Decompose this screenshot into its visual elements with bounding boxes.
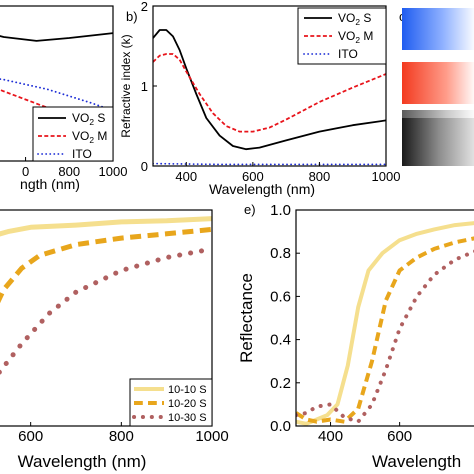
swatch-grey-dark xyxy=(402,118,474,166)
panel-b-series-3 xyxy=(153,162,386,166)
panel-b-label: b) xyxy=(126,9,138,24)
panel-c: c) xyxy=(399,8,474,166)
panel-d-frame xyxy=(0,209,213,427)
panel-a-xtick-label: 800 xyxy=(58,164,80,179)
panel-e-ytick-label: 0.0 xyxy=(270,418,291,435)
swatch-red xyxy=(402,62,474,104)
panel-a-legend: VO2 S VO2 M ITO xyxy=(32,106,114,162)
panel-d-xtick-label: 600 xyxy=(18,428,43,445)
panel-b: b) Refractive index (k) 400 600 800 1000 0 1 2… xyxy=(119,0,400,197)
panel-d-series-1 xyxy=(0,216,213,237)
legend-label: VO2 S xyxy=(72,111,105,127)
panel-a-xlabel: ngth (nm) xyxy=(20,176,80,192)
legend-label: 10-30 S xyxy=(168,412,207,424)
panel-e-series-1 xyxy=(296,221,474,426)
panel-a-legend-box xyxy=(32,106,114,162)
panel-b-series-1 xyxy=(153,29,386,151)
panel-e-ytick-label: 1.0 xyxy=(270,202,291,219)
legend-label: 10-20 S xyxy=(168,398,207,410)
panel-d: 600 800 1000 Wavelength (nm) 10-10 S 10-20 … xyxy=(0,209,229,471)
panel-d-series-2 xyxy=(0,226,213,304)
panel-a: 0 800 1000 ngth (nm) VO2 S VO2 M ITO xyxy=(0,5,128,192)
swatch-blue xyxy=(402,8,474,50)
panel-b-xtick-label: 400 xyxy=(175,169,197,184)
panel-b-xtick-label: 1000 xyxy=(372,169,401,184)
panel-d-xtick-label: 1000 xyxy=(195,428,228,445)
panel-a-series-3 xyxy=(0,78,114,112)
legend-label: VO2 M xyxy=(338,29,373,45)
panel-b-ytick-label: 1 xyxy=(141,79,148,94)
panel-a-xtick-label: 0 xyxy=(22,164,29,179)
panel-e-ytick-label: 0.8 xyxy=(270,245,291,262)
panel-a-xtick-label: 1000 xyxy=(99,164,128,179)
panel-b-xtick-label: 600 xyxy=(242,169,264,184)
legend-label: ITO xyxy=(72,147,92,161)
panel-e-series-2 xyxy=(296,236,474,424)
panel-e-ytick-label: 0.2 xyxy=(270,375,291,392)
panel-d-series-3 xyxy=(0,246,213,376)
panel-e-series-3 xyxy=(296,249,474,424)
legend-label: VO2 S xyxy=(338,11,371,27)
panel-b-xtick-label: 800 xyxy=(309,169,331,184)
panel-a-series-1 xyxy=(0,32,114,42)
panel-e-xtick-label: 600 xyxy=(387,428,412,445)
panel-d-xlabel: Wavelength (nm) xyxy=(18,452,147,471)
panel-b-ylabel: Refractive index (k) xyxy=(119,34,133,137)
panel-d-legend: 10-10 S 10-20 S 10-30 S xyxy=(129,378,213,427)
panel-e-label: e) xyxy=(244,202,256,217)
panel-b-xlabel: Wavelength (nm) xyxy=(209,181,315,197)
panel-d-xtick-label: 800 xyxy=(109,428,134,445)
panel-e-frame xyxy=(295,209,474,427)
panel-e: e) Reflectance 400 6000.00.20.40.60.81.0 … xyxy=(237,202,474,471)
panel-b-ytick-label: 0 xyxy=(141,159,148,174)
panel-e-ytick-label: 0.4 xyxy=(270,332,291,349)
legend-label: 10-10 S xyxy=(168,384,207,396)
panel-e-ylabel: Reflectance xyxy=(237,273,256,363)
panel-b-legend: VO2 S VO2 M ITO xyxy=(297,7,387,65)
panel-b-series-2 xyxy=(153,53,386,133)
panel-e-xtick-label: 400 xyxy=(318,428,343,445)
panel-e-ytick-label: 0.6 xyxy=(270,288,291,305)
panel-b-ytick-label: 2 xyxy=(141,0,148,14)
panel-e-xlabel: Wavelength xyxy=(372,452,461,471)
legend-label: VO2 M xyxy=(72,129,107,145)
legend-label: ITO xyxy=(338,47,358,61)
